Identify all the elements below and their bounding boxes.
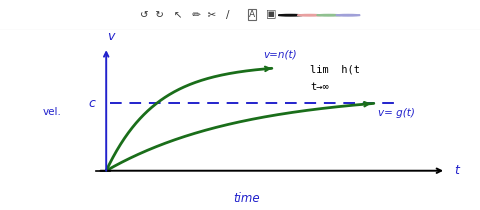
- Circle shape: [298, 14, 322, 16]
- Text: t→∞: t→∞: [310, 81, 329, 92]
- Circle shape: [317, 14, 341, 16]
- Text: t: t: [455, 164, 459, 177]
- Text: lim  h(t: lim h(t: [310, 65, 360, 75]
- Text: v=n(t): v=n(t): [264, 50, 297, 60]
- Text: vel.: vel.: [42, 107, 61, 117]
- Text: c: c: [89, 97, 96, 110]
- Text: v= g(t): v= g(t): [378, 108, 415, 118]
- Text: A: A: [249, 10, 255, 19]
- Text: ▣: ▣: [266, 10, 277, 20]
- Circle shape: [278, 14, 302, 16]
- Text: v: v: [107, 30, 114, 43]
- Text: time: time: [233, 192, 260, 205]
- Circle shape: [336, 14, 360, 16]
- Text: ↺  ↻   ↖   ✏  ✂   /: ↺ ↻ ↖ ✏ ✂ /: [140, 10, 229, 20]
